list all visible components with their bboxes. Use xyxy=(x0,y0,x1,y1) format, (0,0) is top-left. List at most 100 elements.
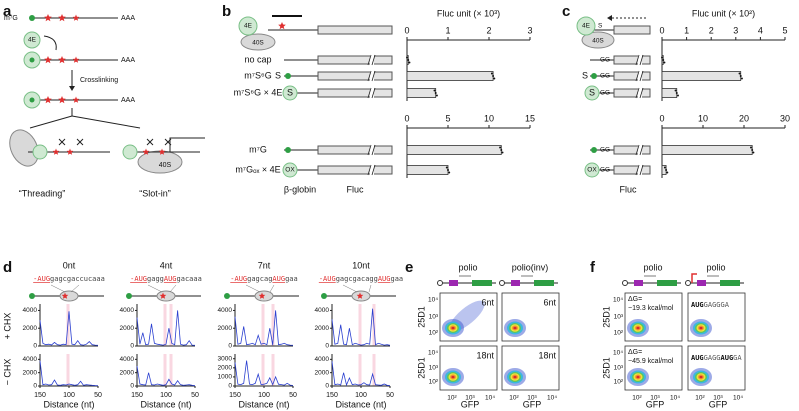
crosslinker-star xyxy=(66,148,74,155)
x-tick-label: 20 xyxy=(739,113,749,123)
x-tick-label: 15 xyxy=(525,113,535,123)
arrow-head xyxy=(607,15,612,21)
label: 40S xyxy=(592,38,604,45)
highlight xyxy=(358,354,362,386)
cap-dot xyxy=(492,75,495,77)
line xyxy=(269,284,275,293)
cap-dot xyxy=(433,89,436,92)
scan-path xyxy=(169,137,205,152)
crosslinker-star xyxy=(61,292,69,299)
cap-dot xyxy=(675,92,678,94)
sequence-part: AUG xyxy=(272,275,285,283)
crosslinker-star xyxy=(72,56,80,63)
label: “Threading” xyxy=(19,188,66,198)
crosslinker-star xyxy=(58,96,66,104)
line xyxy=(367,87,372,99)
spacer-label: 18nt xyxy=(476,350,494,360)
bar xyxy=(661,145,753,155)
spacer-label: 18nt xyxy=(538,350,556,360)
y-tick-label: 0 xyxy=(33,343,37,350)
line xyxy=(371,144,376,156)
highlight xyxy=(66,354,70,386)
line xyxy=(367,70,372,82)
category-label: no cap xyxy=(244,54,271,64)
highlight xyxy=(163,304,167,346)
eif4e xyxy=(584,85,600,101)
density xyxy=(513,375,517,379)
label: S xyxy=(598,23,603,30)
label: 40S xyxy=(159,162,172,169)
y-tick-label: 10⁴ xyxy=(428,297,438,304)
y-tick-label: 3000 xyxy=(218,355,233,362)
eif4e xyxy=(23,31,41,49)
axis-label: 25D1 xyxy=(416,306,426,328)
line xyxy=(146,138,154,146)
highlight xyxy=(163,354,167,386)
sequence-part: gagcag xyxy=(247,275,272,283)
ribosome xyxy=(9,129,39,167)
line xyxy=(635,144,640,156)
sequence-part: AUG xyxy=(378,275,391,283)
line xyxy=(639,164,644,176)
highlight xyxy=(261,354,265,386)
trace xyxy=(39,311,99,346)
y-tick-label: 0 xyxy=(130,383,134,390)
y-tick-label: 4000 xyxy=(120,356,135,363)
cap-dot xyxy=(674,89,677,92)
label: AAA xyxy=(121,57,135,64)
x-tick-label: 10⁴ xyxy=(547,395,557,402)
construct-label: polio(inv) xyxy=(512,262,549,272)
label: 40S xyxy=(252,40,264,47)
crosslinker-star xyxy=(44,14,52,22)
cap-dot xyxy=(434,92,437,94)
category-label: m⁷S⁶G xyxy=(244,70,271,80)
cap-dot xyxy=(501,151,504,154)
y-tick-label: 0 xyxy=(325,343,329,350)
y-tick-label: 4000 xyxy=(315,307,330,314)
gene-box xyxy=(317,145,393,155)
line xyxy=(639,144,644,156)
x-tick-label: 1 xyxy=(684,25,689,35)
gene-box xyxy=(317,165,393,175)
label: GG xyxy=(600,147,610,154)
x-tick-label: 150 xyxy=(131,392,143,399)
cap-dot xyxy=(285,73,291,79)
trace xyxy=(136,310,196,346)
cap-dot xyxy=(126,293,132,299)
y-tick-label: 0 xyxy=(228,383,232,390)
gene-box xyxy=(613,145,651,155)
x-tick-label: 10³ xyxy=(650,395,660,402)
sequence-part: gagcgacagg xyxy=(336,275,378,283)
break xyxy=(638,70,642,82)
column-title: 7nt xyxy=(258,260,271,270)
cap xyxy=(685,280,691,286)
gene-box xyxy=(613,71,651,81)
cap-dot xyxy=(408,61,411,64)
x-tick-label: 10² xyxy=(695,395,705,402)
label: 4E xyxy=(244,23,253,30)
break xyxy=(638,54,642,66)
y-tick-label: 2000 xyxy=(120,325,135,332)
break xyxy=(370,70,374,82)
gene-box xyxy=(317,71,393,81)
cap-dot xyxy=(591,73,597,79)
label: Fluc xyxy=(346,184,364,194)
x-tick-label: 50 xyxy=(289,392,297,399)
x-tick-label: 50 xyxy=(94,392,102,399)
free-energy: −45.9 kcal/mol xyxy=(628,358,674,365)
y-tick-label: 0 xyxy=(325,383,329,390)
highlight xyxy=(271,354,275,386)
cap-dot xyxy=(29,293,35,299)
eif4e xyxy=(238,16,258,36)
sequence-part: AUG xyxy=(164,275,177,283)
bar xyxy=(661,88,678,98)
x-tick-label: 10³ xyxy=(713,395,723,402)
cap-dot xyxy=(740,77,743,80)
line xyxy=(164,138,172,146)
y-tick-label: 10³ xyxy=(429,314,439,321)
crosslinker-star xyxy=(258,292,266,299)
ires xyxy=(634,280,643,286)
bar xyxy=(661,71,742,81)
y-tick-label: 4000 xyxy=(23,356,38,363)
break xyxy=(370,87,374,99)
